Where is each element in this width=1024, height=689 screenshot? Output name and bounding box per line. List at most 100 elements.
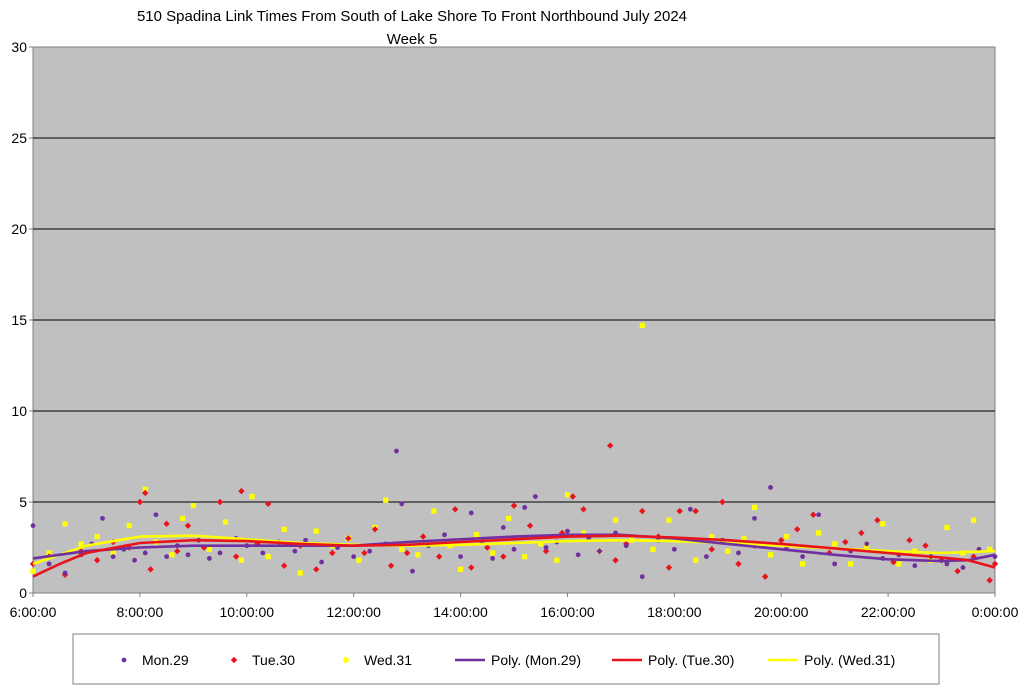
trend-tue-30 (32, 534, 996, 578)
point-wed-31 (564, 492, 571, 498)
point-mon-29 (912, 563, 918, 569)
point-wed-31 (880, 521, 886, 527)
point-wed-31 (896, 561, 902, 567)
point-mon-29 (153, 512, 159, 518)
point-tue-30 (371, 526, 379, 533)
point-tue-30 (906, 537, 913, 544)
point-tue-30 (639, 507, 646, 515)
point-wed-31 (506, 515, 512, 521)
point-mon-29 (960, 565, 966, 570)
point-tue-30 (735, 560, 742, 568)
point-wed-31 (190, 503, 196, 509)
point-wed-31 (554, 557, 560, 563)
point-wed-31 (666, 517, 672, 523)
point-wed-31 (522, 554, 528, 560)
point-mon-29 (543, 545, 549, 550)
point-tue-30 (676, 507, 683, 515)
point-wed-31 (741, 535, 747, 541)
point-wed-31 (399, 546, 405, 552)
legend-label: Tue.30 (252, 652, 295, 668)
x-tick-label: 20:00:00 (754, 604, 809, 620)
point-tue-30 (970, 553, 977, 560)
point-tue-30 (580, 506, 587, 513)
point-tue-30 (665, 564, 673, 571)
point-tue-30 (922, 542, 929, 549)
point-mon-29 (623, 543, 629, 549)
point-wed-31 (62, 521, 68, 527)
point-tue-30 (708, 546, 715, 553)
point-mon-29 (704, 554, 709, 559)
point-tue-30 (794, 526, 801, 533)
point-tue-30 (142, 489, 149, 497)
x-tick-label: 22:00:00 (861, 604, 916, 620)
point-tue-30 (526, 522, 534, 529)
point-tue-30 (468, 564, 475, 571)
point-wed-31 (265, 554, 271, 560)
point-tue-30 (542, 547, 550, 555)
x-tick-label: 18:00:00 (647, 604, 702, 620)
point-tue-30 (174, 547, 181, 555)
point-mon-29 (46, 561, 52, 567)
point-tue-30 (569, 493, 576, 500)
point-tue-30 (874, 517, 881, 524)
point-tue-30 (510, 502, 518, 509)
point-mon-29 (164, 554, 170, 559)
point-mon-29 (394, 448, 399, 454)
point-mon-29 (864, 541, 870, 547)
point-wed-31 (612, 517, 619, 523)
point-wed-31 (767, 552, 774, 558)
point-mon-29 (832, 561, 838, 567)
y-tick-label: 15 (11, 312, 27, 328)
point-tue-30 (163, 520, 170, 528)
point-tue-30 (147, 566, 154, 573)
point-mon-29 (367, 548, 373, 554)
point-tue-30 (93, 557, 101, 564)
legend-label: Poly. (Wed.31) (804, 652, 895, 668)
point-wed-31 (457, 566, 464, 572)
legend-marker (121, 657, 127, 663)
point-wed-31 (783, 533, 790, 540)
point-wed-31 (709, 533, 715, 540)
point-tue-30 (184, 522, 192, 529)
point-tue-30 (842, 538, 849, 546)
legend-marker (230, 656, 238, 664)
y-tick-label: 10 (11, 403, 27, 419)
x-tick-label: 0:00:00 (972, 604, 1019, 620)
point-wed-31 (800, 561, 806, 567)
point-tue-30 (136, 498, 144, 506)
point-mon-29 (442, 532, 447, 538)
point-wed-31 (110, 550, 116, 556)
trend-mon-29 (32, 533, 996, 563)
point-tue-30 (778, 537, 785, 544)
chart-title: 510 Spadina Link Times From South of Lak… (137, 8, 687, 25)
legend-label: Poly. (Tue.30) (648, 652, 734, 668)
point-mon-29 (292, 548, 298, 554)
data-points (29, 322, 999, 584)
point-wed-31 (142, 486, 148, 492)
point-mon-29 (490, 556, 496, 561)
point-wed-31 (580, 530, 587, 536)
point-mon-29 (575, 552, 581, 558)
point-tue-30 (264, 500, 272, 508)
trend-lines (32, 533, 996, 578)
point-tue-30 (954, 567, 961, 575)
point-wed-31 (832, 541, 838, 547)
point-wed-31 (751, 504, 758, 511)
x-tick-label: 12:00:00 (326, 604, 381, 620)
point-tue-30 (387, 562, 395, 569)
point-mon-29 (687, 506, 693, 512)
point-mon-29 (800, 554, 805, 559)
point-tue-30 (500, 553, 507, 560)
point-wed-31 (415, 552, 421, 558)
point-tue-30 (810, 511, 817, 518)
point-mon-29 (639, 574, 645, 580)
point-mon-29 (597, 548, 602, 554)
point-wed-31 (848, 561, 854, 567)
point-mon-29 (565, 528, 570, 534)
point-mon-29 (100, 515, 105, 521)
point-tue-30 (607, 442, 614, 449)
point-wed-31 (356, 557, 362, 563)
y-tick-label: 20 (11, 221, 27, 237)
point-wed-31 (693, 557, 699, 563)
